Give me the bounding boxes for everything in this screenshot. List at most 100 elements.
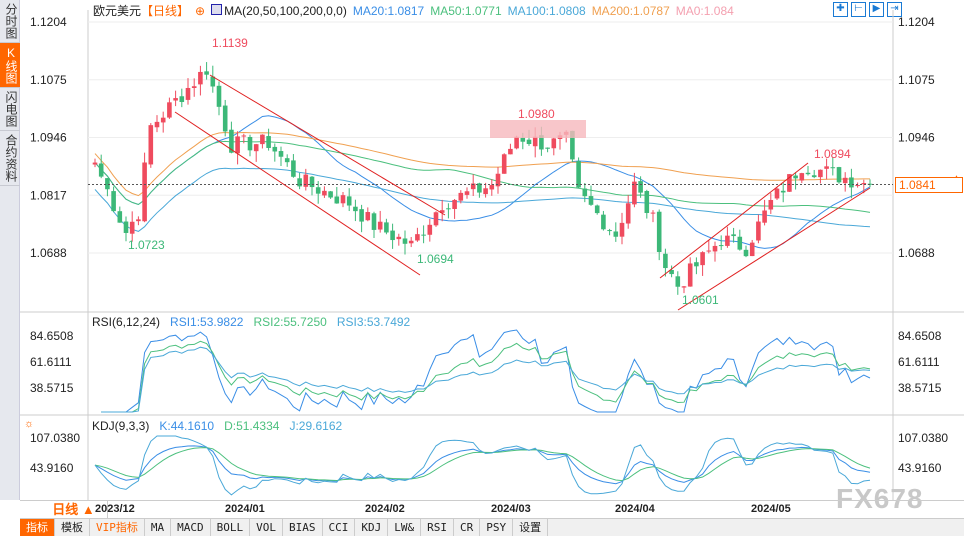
period-label[interactable]: 【日线】 [141, 4, 190, 18]
candle [421, 234, 426, 236]
toolbar-14[interactable]: 设置 [513, 519, 549, 536]
candle [235, 136, 240, 154]
candle [725, 235, 730, 246]
period-selector[interactable]: 日线 ▲ [40, 501, 108, 519]
candle [204, 71, 209, 75]
exit-icon[interactable]: ⇥ [887, 2, 902, 17]
price-chart[interactable]: 1.1204 1.1204 1.1075 1.1075 1.0946 1.0946 1.08… [0, 0, 964, 500]
toolbar-4[interactable]: MACD [171, 519, 211, 536]
candle [737, 236, 743, 250]
candle [619, 222, 625, 237]
ma100-value: MA100:1.0808 [507, 4, 586, 18]
candle [625, 203, 631, 224]
ma200-line [94, 131, 870, 197]
candle [768, 199, 774, 210]
trend-channel-line [174, 111, 421, 276]
candle [731, 234, 736, 237]
candle [508, 148, 513, 155]
low-annotation: 1.0601 [682, 293, 719, 307]
candle [315, 187, 321, 194]
candle [334, 196, 340, 204]
j-line [94, 435, 871, 496]
candle [359, 209, 364, 222]
resistance-zone [490, 120, 586, 138]
candle [594, 205, 600, 214]
rsi3-line [101, 346, 871, 413]
candle [179, 96, 185, 103]
candle [247, 136, 253, 151]
toolbar-3[interactable]: MA [145, 519, 172, 536]
candle [136, 219, 141, 222]
candle [210, 76, 216, 87]
toolbar-6[interactable]: VOL [250, 519, 283, 536]
toolbar-11[interactable]: RSI [421, 519, 454, 536]
candle [191, 86, 197, 88]
high-annotation: 1.1139 [212, 36, 248, 50]
candle [216, 85, 222, 107]
candle [613, 231, 619, 237]
candle [117, 211, 123, 223]
candle [700, 252, 705, 266]
ma-indicator-icon[interactable] [211, 4, 223, 15]
left-price-label: 1.0946 [30, 131, 67, 145]
rsi-axis-label: 38.5715 [898, 381, 942, 395]
toolbar-10[interactable]: LW& [388, 519, 422, 536]
rsi-axis-label: 84.6508 [898, 329, 942, 343]
candle [142, 162, 147, 222]
candle [365, 212, 371, 221]
toolbar-0[interactable]: 指标 [20, 519, 55, 536]
low-annotation: 1.0694 [417, 252, 454, 266]
settings-icon: ☼ [24, 418, 34, 430]
d-line [94, 447, 871, 482]
kdj-axis-label: 43.9160 [898, 461, 942, 475]
sidebar-tab-0[interactable]: 分时图 [0, 0, 20, 43]
rsi3-value: RSI3:53.7492 [337, 315, 411, 329]
rsi-axis-label: 84.6508 [30, 329, 74, 343]
candle [346, 196, 352, 206]
low-annotation: 1.0723 [128, 238, 165, 252]
trend-channel-line [659, 162, 809, 279]
candle [266, 136, 271, 148]
date-axis: 日线 ▲ 2023/12 2024/01 2024/02 2024/03 2024/04… [20, 500, 964, 519]
candle [650, 212, 656, 214]
sidebar-tab-1[interactable]: K线图 [0, 43, 20, 88]
candle [253, 144, 259, 152]
left-price-label: 1.1075 [30, 73, 67, 87]
candle [377, 221, 383, 230]
indicator-toolbar: 指标 模板 VIP指标 MA MACD BOLL VOL BIAS CCI KDJ LW& RSI CR… [20, 518, 964, 536]
candle [390, 230, 395, 241]
ma200-value: MA200:1.0787 [591, 4, 670, 18]
sidebar-tab-3[interactable]: 合约资料 [0, 131, 20, 186]
crosshair-icon[interactable]: ✚ [833, 2, 848, 17]
candle [855, 185, 860, 187]
candle [861, 183, 867, 185]
toolbar-8[interactable]: CCI [323, 519, 356, 536]
date-label: 2024/01 [225, 503, 265, 515]
toolbar-2[interactable]: VIP指标 [90, 519, 145, 536]
zoom-in-icon[interactable]: ⊢ [851, 2, 866, 17]
ma20-value: MA20:1.0817 [352, 4, 425, 18]
symbol-name: 欧元美元 [93, 4, 142, 18]
toolbar-7[interactable]: BIAS [283, 519, 323, 536]
toolbar-1[interactable]: 模板 [55, 519, 90, 536]
toolbar-9[interactable]: KDJ [355, 519, 389, 536]
candle [656, 211, 662, 252]
candle [718, 245, 724, 247]
toolbar-13[interactable]: PSY [480, 519, 514, 536]
candle [353, 206, 358, 212]
candle [464, 191, 470, 195]
candle [842, 177, 848, 184]
candle [774, 188, 780, 199]
ma-label: MA(20,50,100,200,0,0) [224, 4, 347, 18]
date-label: 2024/04 [615, 503, 655, 515]
scroll-right-icon[interactable]: ▶ [869, 2, 884, 17]
toolbar-12[interactable]: CR [454, 519, 481, 536]
sidebar-tab-2[interactable]: 闪电图 [0, 88, 20, 131]
ma0-value: MA0:1.084 [675, 4, 734, 18]
candle [644, 191, 650, 214]
toolbar-5[interactable]: BOLL [211, 519, 251, 536]
candle [160, 117, 166, 123]
candle [278, 151, 284, 157]
candle [551, 138, 557, 149]
add-icon[interactable]: ⊕ [195, 4, 206, 18]
